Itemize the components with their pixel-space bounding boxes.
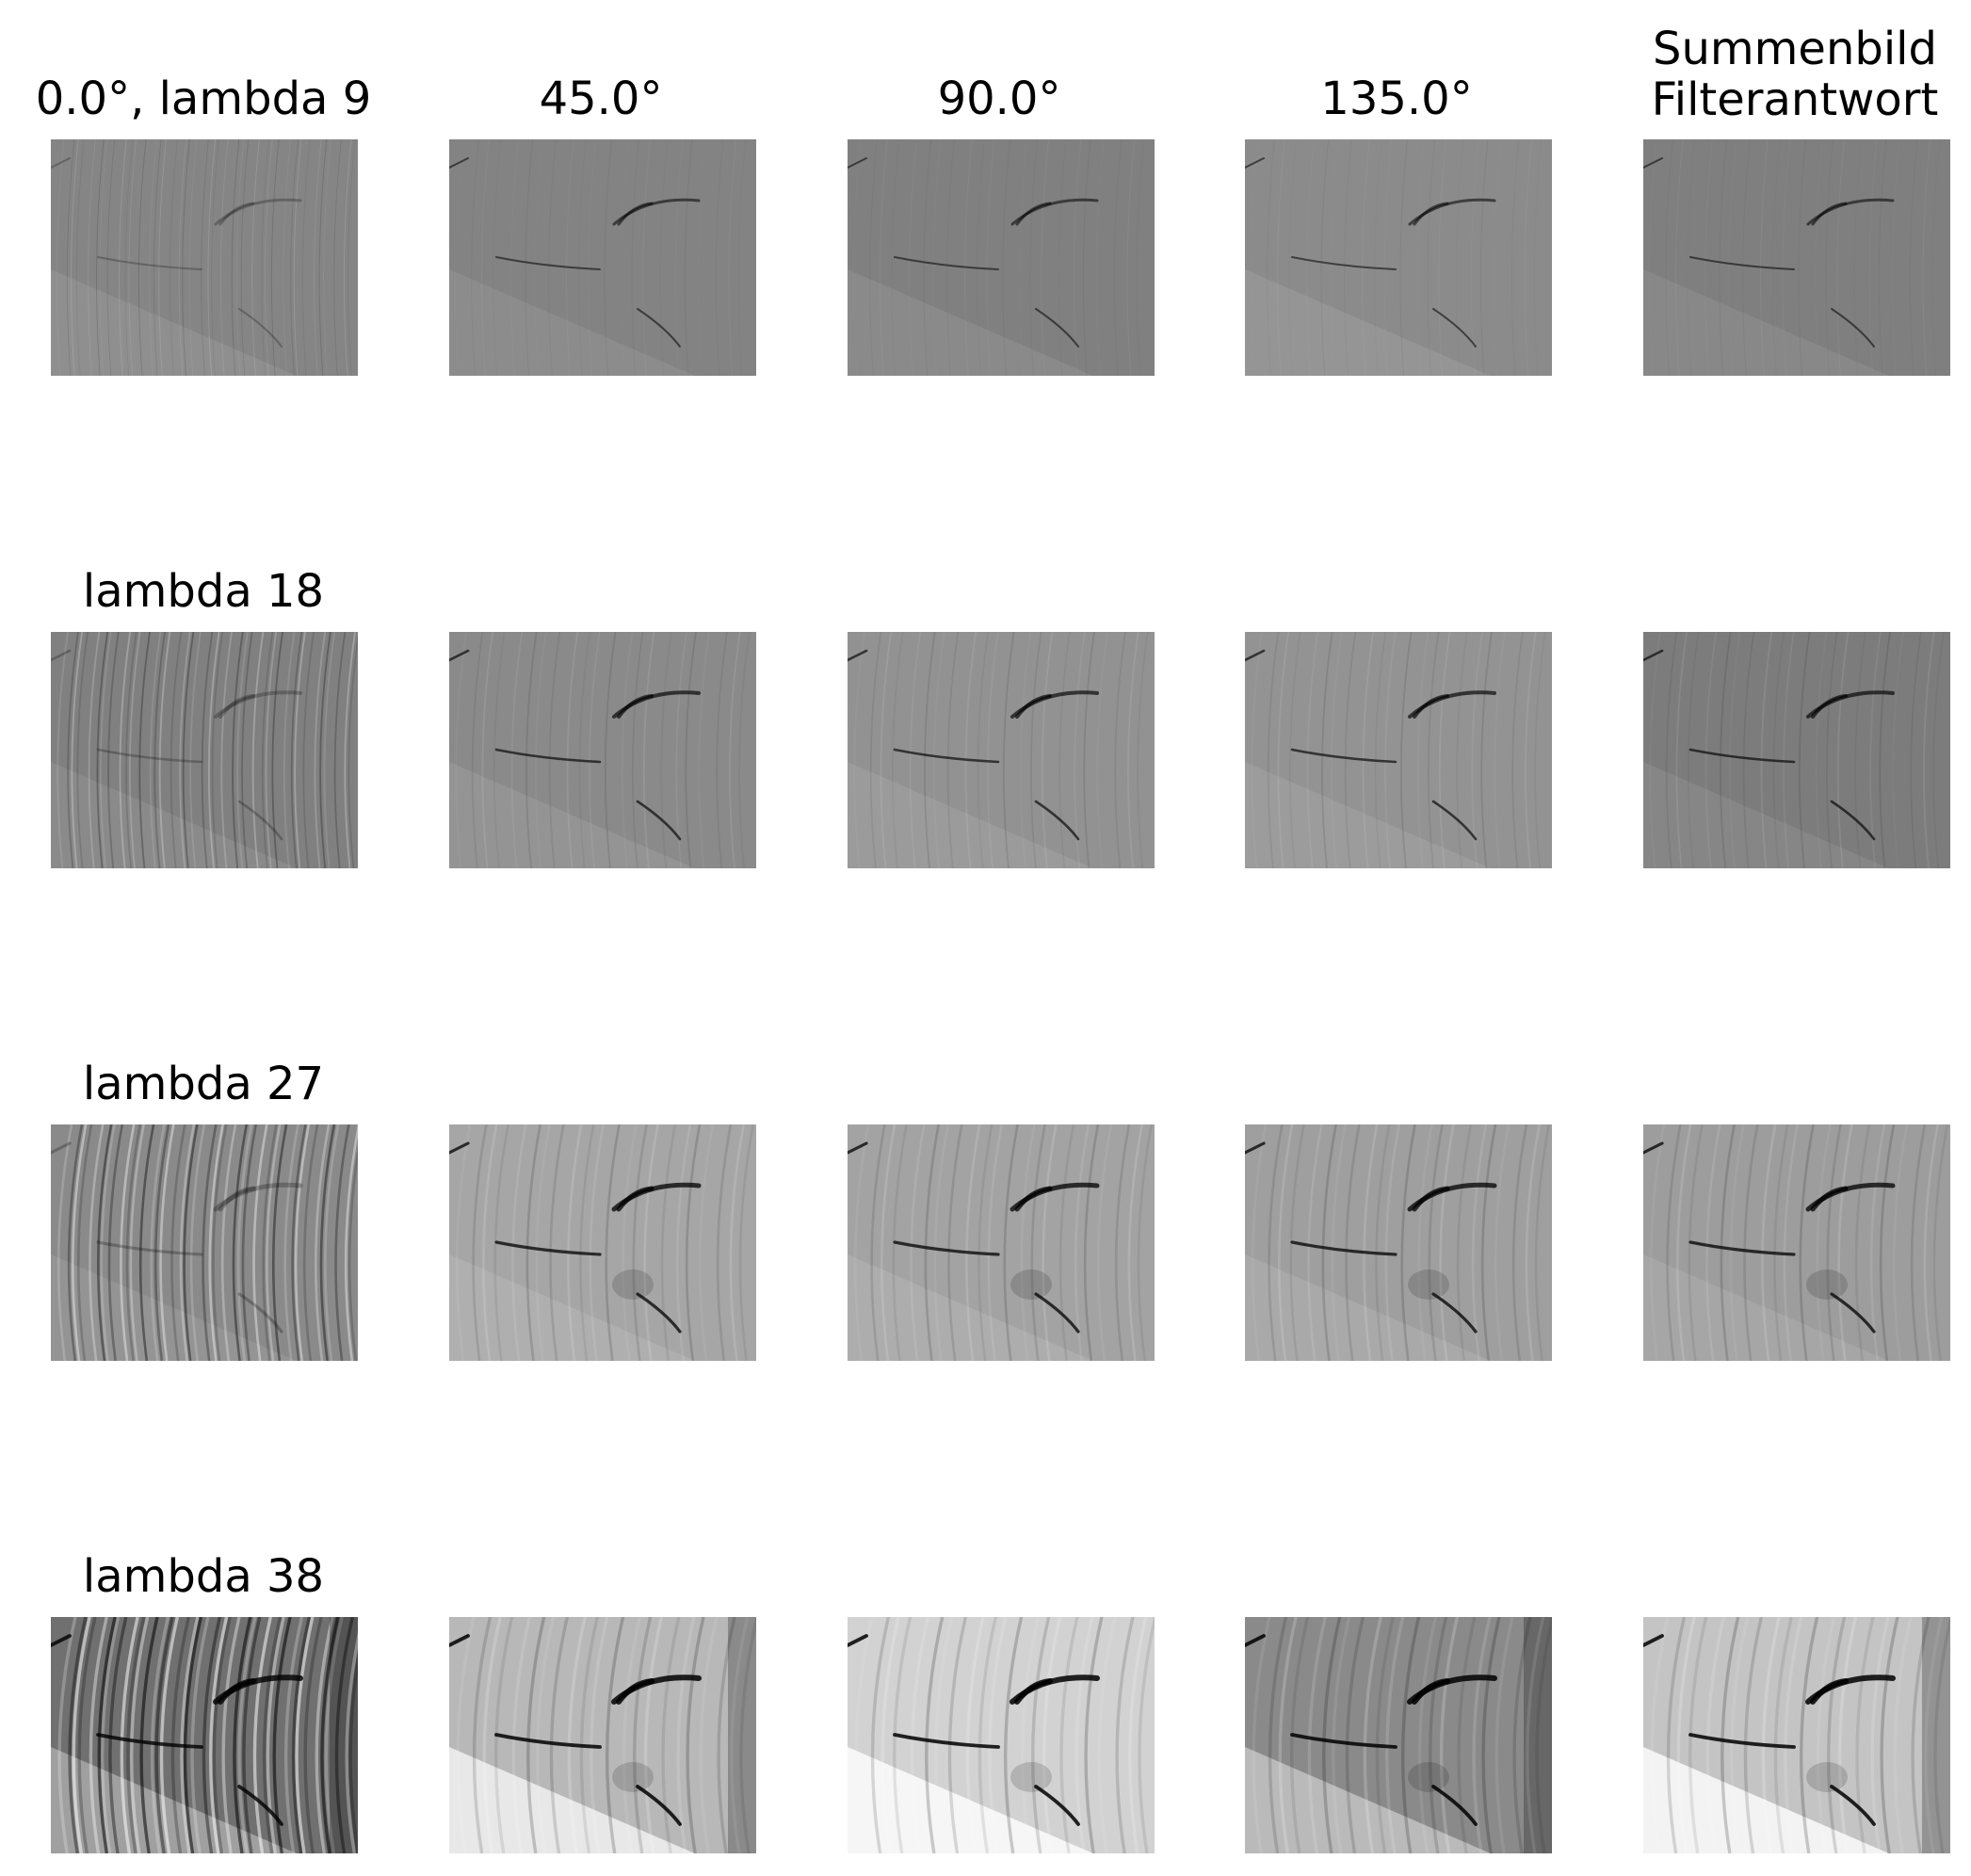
row-label-2: lambda 27: [82, 1058, 325, 1110]
filter-panel-r1-c1: [449, 632, 756, 868]
filter-image: [1245, 139, 1552, 376]
filter-panel-r1-c2: [848, 632, 1155, 868]
filter-image: [1643, 139, 1950, 376]
row-label-1: lambda 18: [82, 565, 325, 618]
col-title-4-line1: Summenbild: [1653, 23, 1937, 75]
col-title-0: 0.0°, lambda 9: [35, 73, 372, 125]
filter-panel-r2-c2: [848, 1124, 1155, 1361]
filter-panel-r3-c4: [1643, 1617, 1950, 1853]
col-title-2: 90.0°: [937, 73, 1061, 125]
filter-panel-r3-c2: [848, 1617, 1155, 1853]
filter-image: [51, 1617, 358, 1853]
filter-panel-r1-c0: [51, 632, 358, 868]
filter-image: [449, 1617, 756, 1853]
col-title-4: Summenbild Filterantwort: [1597, 24, 1971, 125]
filter-image: [848, 632, 1155, 868]
row-label-3: lambda 38: [82, 1550, 325, 1603]
filter-image: [449, 632, 756, 868]
col-title-4-line2: Filterantwort: [1651, 73, 1939, 126]
filter-image: [51, 1124, 358, 1361]
filter-image: [449, 139, 756, 376]
filter-panel-r2-c0: [51, 1124, 358, 1361]
filter-image: [51, 632, 358, 868]
filter-panel-r2-c1: [449, 1124, 756, 1361]
filter-panel-r1-c3: [1245, 632, 1552, 868]
filter-panel-r3-c3: [1245, 1617, 1552, 1853]
filter-image: [1643, 1124, 1950, 1361]
filter-image: [1245, 1617, 1552, 1853]
filter-image: [848, 1124, 1155, 1361]
filter-panel-r0-c3: [1245, 139, 1552, 376]
col-title-1: 45.0°: [539, 73, 663, 125]
filter-image: [1245, 632, 1552, 868]
filter-panel-r2-c3: [1245, 1124, 1552, 1361]
filter-image: [848, 139, 1155, 376]
col-title-3: 135.0°: [1320, 73, 1473, 125]
filter-image: [1643, 632, 1950, 868]
filter-image: [449, 1124, 756, 1361]
filter-image: [1245, 1124, 1552, 1361]
filter-panel-r0-c1: [449, 139, 756, 376]
filter-panel-r3-c1: [449, 1617, 756, 1853]
filter-image: [51, 139, 358, 376]
filter-panel-r0-c4: [1643, 139, 1950, 376]
filter-panel-r0-c0: [51, 139, 358, 376]
filter-panel-r3-c0: [51, 1617, 358, 1853]
filter-panel-r2-c4: [1643, 1124, 1950, 1361]
filter-image: [1643, 1617, 1950, 1853]
filter-panel-r0-c2: [848, 139, 1155, 376]
filter-panel-r1-c4: [1643, 632, 1950, 868]
filter-image: [848, 1617, 1155, 1853]
